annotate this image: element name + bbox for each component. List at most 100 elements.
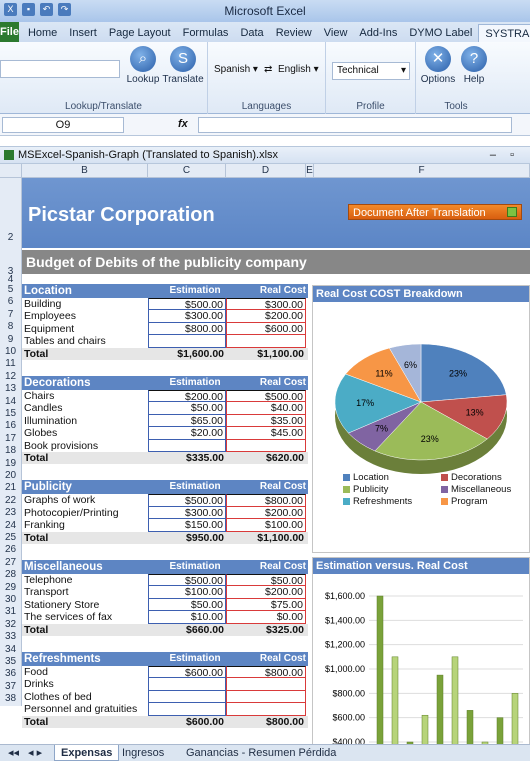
row-header[interactable]: 26 [0,544,22,557]
row-header[interactable]: 6 [0,296,22,309]
pie-chart-panel[interactable]: Real Cost COST Breakdown 23% 13% 23% 7% 17% 1… [312,285,530,553]
row-header[interactable]: 8 [0,321,22,334]
total-row[interactable]: Total $335.00 $620.00 [22,451,308,465]
table-row[interactable]: Illumination $65.00 $35.00 [22,414,308,428]
row-header[interactable]: 10 [0,346,22,359]
tab-page-layout[interactable]: Page Layout [108,27,171,39]
table-row[interactable]: Drinks [22,678,308,691]
tab-review[interactable]: Review [275,27,312,39]
table-row[interactable]: Franking $150.00 $100.00 [22,519,308,532]
first-sheet-icon[interactable]: ◂◂ [8,747,20,759]
tab-formulas[interactable]: Formulas [182,27,229,39]
column-header[interactable]: F [314,164,530,178]
excel-icon[interactable]: X [4,3,17,16]
minimize-icon[interactable]: – [489,149,496,161]
table-row[interactable]: Building $500.00 $300.00 [22,298,308,311]
row-header[interactable]: 3 [0,248,22,277]
formula-input[interactable] [198,117,512,133]
row-header[interactable]: 27 [0,556,22,570]
row-header[interactable]: 33 [0,631,22,644]
table-row[interactable]: Candles $50.00 $40.00 [22,402,308,415]
row-header[interactable]: 9 [0,333,22,346]
column-header[interactable]: E [306,164,314,178]
row-header[interactable]: 28 [0,569,22,582]
total-row[interactable]: Total $660.00 $325.00 [22,623,308,636]
tab-view[interactable]: View [323,27,348,39]
undo-icon[interactable]: ↶ [40,3,53,16]
select-all-corner[interactable] [0,164,22,178]
row-header[interactable]: 11 [0,358,22,371]
help-button[interactable]: ? Help [458,46,490,85]
total-row[interactable]: Total $600.00 $800.00 [22,715,308,728]
tab-home[interactable]: Home [27,27,58,39]
row-header[interactable]: 32 [0,618,22,632]
source-language-select[interactable]: Spanish ▾ [214,64,258,75]
row-header[interactable]: 23 [0,507,22,520]
column-header[interactable]: B [22,164,148,178]
row-header[interactable]: 25 [0,532,22,545]
tab-data[interactable]: Data [240,27,264,39]
row-header[interactable]: 18 [0,445,22,458]
row-header[interactable]: 22 [0,494,22,508]
row-header[interactable]: 13 [0,383,22,396]
total-row[interactable]: Total $950.00 $1,100.00 [22,531,308,544]
row-header[interactable]: 14 [0,395,22,408]
sheet-grid[interactable]: Picstar Corporation Document After Trans… [22,178,530,744]
table-row[interactable]: Equipment $800.00 $600.00 [22,322,308,336]
row-header[interactable]: 30 [0,594,22,607]
translate-text-field[interactable] [0,60,120,78]
options-button[interactable]: ✕ Options [420,46,456,85]
row-header[interactable]: 38 [0,693,22,706]
row-header[interactable]: 7 [0,308,22,322]
redo-icon[interactable]: ↷ [58,3,71,16]
tab-dymo-label[interactable]: DYMO Label [409,27,473,39]
sheet-tab-ingresos[interactable]: Ingresos [122,747,165,759]
function-icon[interactable]: fx [178,118,188,130]
name-box[interactable]: O9 [2,117,124,133]
row-header[interactable]: 2 [0,178,22,248]
row-header[interactable]: 37 [0,680,22,694]
table-row[interactable]: Chairs $200.00 $500.00 [22,390,308,403]
sheet-tab-ganancias[interactable]: Ganancias - Resumen Pérdida [186,747,337,759]
translate-button[interactable]: S Translate [162,46,204,85]
row-header[interactable]: 34 [0,643,22,656]
row-header[interactable]: 35 [0,656,22,669]
row-header[interactable]: 12 [0,370,22,384]
row-header[interactable]: 29 [0,581,22,594]
table-row[interactable]: Personnel and gratuities [22,703,308,716]
table-row[interactable]: Photocopier/Printing $300.00 $200.00 [22,506,308,520]
table-row[interactable]: Book provisions [22,439,308,452]
table-row[interactable]: Tables and chairs [22,335,308,348]
row-header[interactable]: 17 [0,432,22,446]
total-row[interactable]: Total $1,600.00 $1,100.00 [22,347,308,360]
prev-sheet-icon[interactable]: ◂ ▸ [28,747,43,759]
sheet-tab-expensas[interactable]: Expensas [54,745,120,761]
row-header[interactable]: 5 [0,284,22,297]
swap-languages-icon[interactable]: ⇄ [264,64,273,75]
restore-icon[interactable]: ▫ [510,149,514,161]
tab-file[interactable]: File [0,22,19,42]
column-header[interactable]: D [226,164,306,178]
row-header[interactable]: 31 [0,606,22,619]
column-header[interactable]: C [148,164,226,178]
document-after-translation-button[interactable]: Document After Translation [348,204,522,220]
tab-insert[interactable]: Insert [69,27,97,39]
table-row[interactable]: Graphs of work $500.00 $800.00 [22,494,308,507]
lookup-button[interactable]: ⌕ Lookup [124,46,162,85]
row-header[interactable]: 20 [0,470,22,483]
save-icon[interactable]: ▪ [22,3,35,16]
target-language-select[interactable]: English ▾ [278,64,319,75]
table-row[interactable]: Employees $300.00 $200.00 [22,310,308,323]
row-header[interactable]: 36 [0,668,22,681]
table-row[interactable]: Transport $100.00 $200.00 [22,586,308,599]
table-row[interactable]: Globes $20.00 $45.00 [22,427,308,440]
row-header[interactable]: 4 [0,275,22,285]
profile-select[interactable]: Technical ▾ [332,62,410,80]
row-header[interactable]: 21 [0,482,22,495]
bar-chart-panel[interactable]: Estimation versus. Real Cost $1,600.00 $1… [312,557,530,744]
row-header[interactable]: 19 [0,457,22,470]
row-header[interactable]: 15 [0,408,22,421]
tab-add-ins[interactable]: Add-Ins [359,27,398,39]
table-row[interactable]: Food $600.00 $800.00 [22,666,308,679]
row-header[interactable]: 24 [0,519,22,532]
